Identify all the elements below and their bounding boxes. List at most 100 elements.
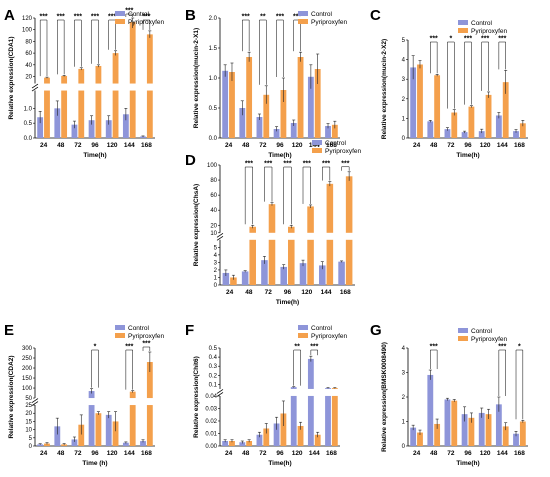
legend-label-treatment: Pyriproxyfen xyxy=(311,19,348,26)
axis-break-mark xyxy=(216,235,224,241)
x-tick-label: 24 xyxy=(40,450,48,457)
legend-swatch-treatment xyxy=(458,28,468,33)
bar-control-120 xyxy=(290,395,297,446)
significance-label: *** xyxy=(125,344,133,351)
x-tick-label: 168 xyxy=(326,142,337,149)
legend-label-treatment: Pyriproxyfen xyxy=(311,333,348,340)
legend-swatch-treatment xyxy=(115,19,125,24)
significance-label: *** xyxy=(283,161,291,168)
legend-swatch-treatment xyxy=(115,333,125,338)
bar-treatment-144 xyxy=(129,90,136,138)
x-tick-label: 48 xyxy=(57,450,65,457)
legend-label-control: Control xyxy=(471,328,493,335)
significance-label: *** xyxy=(125,8,133,15)
x-tick-label: 48 xyxy=(242,450,250,457)
y-tick-label: 0 xyxy=(214,283,218,289)
x-tick-label: 96 xyxy=(464,142,472,149)
significance-label: *** xyxy=(39,14,47,21)
significance-label: *** xyxy=(303,161,311,168)
x-tick-label: 72 xyxy=(447,142,455,149)
significance-label: ** xyxy=(260,14,266,21)
y-tick-label: 200 xyxy=(22,366,33,372)
x-tick-label: 72 xyxy=(259,450,267,457)
bar-treatment-120 xyxy=(485,94,492,138)
bar-treatment-144 xyxy=(502,426,509,446)
bar-control-168 xyxy=(140,136,146,138)
bar-treatment-96-upper xyxy=(95,65,102,84)
bar-treatment-72 xyxy=(268,239,276,285)
legend-swatch-control xyxy=(458,20,468,25)
y-tick-label: 0.03 xyxy=(205,406,217,412)
x-tick-label: 96 xyxy=(464,450,472,457)
significance-label: *** xyxy=(498,36,506,43)
y-tick-label: 15 xyxy=(25,419,32,425)
y-axis-label: Relative expression(mucin-2-X1) xyxy=(193,28,200,128)
x-tick-label: 72 xyxy=(259,142,267,149)
significance-label: *** xyxy=(74,14,82,21)
bar-control-168 xyxy=(513,433,519,446)
axis-break-mark xyxy=(31,398,39,403)
significance-bracket xyxy=(341,166,350,171)
y-tick-label: 40 xyxy=(25,63,32,69)
y-axis-label: Relative expression(BMSK0008490) xyxy=(381,342,388,452)
bar-control-24 xyxy=(222,272,230,285)
y-tick-label: 4 xyxy=(402,58,406,64)
bar-treatment-168-upper xyxy=(146,34,153,84)
x-tick-label: 48 xyxy=(245,289,253,296)
significance-bracket xyxy=(293,349,301,386)
bar-treatment-48 xyxy=(61,90,68,138)
y-tick-label: 0.5 xyxy=(209,106,218,112)
bar-control-48 xyxy=(239,108,246,138)
significance-label: * xyxy=(94,344,97,351)
bar-control-120 xyxy=(290,123,297,138)
x-tick-label: 168 xyxy=(141,450,152,457)
significance-bracket xyxy=(74,19,82,67)
y-tick-label: 1.5 xyxy=(209,46,218,52)
x-tick-label: 48 xyxy=(242,142,250,149)
bar-control-144 xyxy=(319,265,326,285)
bar-treatment-24 xyxy=(44,90,50,138)
bar-control-168 xyxy=(513,131,519,138)
bar-treatment-72-upper xyxy=(78,68,85,84)
bar-control-144 xyxy=(495,404,502,446)
bar-treatment-96 xyxy=(468,417,475,446)
y-axis-label: Relative expression(CDA1) xyxy=(8,36,15,119)
y-tick-label: 1.0 xyxy=(209,76,218,82)
significance-bracket xyxy=(242,19,250,52)
y-tick-label: 1 xyxy=(402,116,406,122)
y-tick-label: 5 xyxy=(402,38,406,44)
y-axis-label: Relative expression(ChsA) xyxy=(193,184,200,266)
x-tick-label: 72 xyxy=(74,142,82,149)
legend-label-control: Control xyxy=(311,325,333,332)
significance-bracket xyxy=(57,19,65,75)
axis-break-mark xyxy=(216,232,224,238)
legend-swatch-control xyxy=(298,325,308,330)
significance-bracket xyxy=(481,41,489,91)
y-tick-label: 0.1 xyxy=(209,382,218,388)
bar-control-120 xyxy=(105,120,112,138)
significance-bracket xyxy=(302,166,311,204)
y-axis-label: Relative expression(CDA2) xyxy=(8,355,15,438)
y-tick-label: 2 xyxy=(402,97,406,103)
x-tick-label: 120 xyxy=(480,142,491,149)
significance-label: *** xyxy=(264,161,272,168)
panel-letter: E xyxy=(4,322,14,339)
significance-label: * xyxy=(449,36,452,43)
x-axis-label: Time(h) xyxy=(456,152,479,159)
bar-treatment-48 xyxy=(246,57,253,138)
bar-treatment-120-upper xyxy=(112,53,119,84)
bar-treatment-168 xyxy=(146,405,153,446)
y-tick-label: 2 xyxy=(402,395,406,401)
bar-control-144-upper xyxy=(307,358,314,389)
bar-control-24 xyxy=(410,427,417,446)
bar-treatment-24-upper xyxy=(44,77,50,84)
bar-control-48 xyxy=(427,121,434,138)
bar-treatment-96 xyxy=(95,413,102,446)
bar-control-96 xyxy=(280,266,287,285)
y-tick-label: 0.5 xyxy=(24,121,33,127)
x-tick-label: 48 xyxy=(430,142,438,149)
significance-bracket xyxy=(293,19,301,52)
y-tick-label: 60 xyxy=(210,193,217,199)
bar-treatment-168 xyxy=(519,421,526,446)
bar-treatment-144-upper xyxy=(129,391,136,399)
